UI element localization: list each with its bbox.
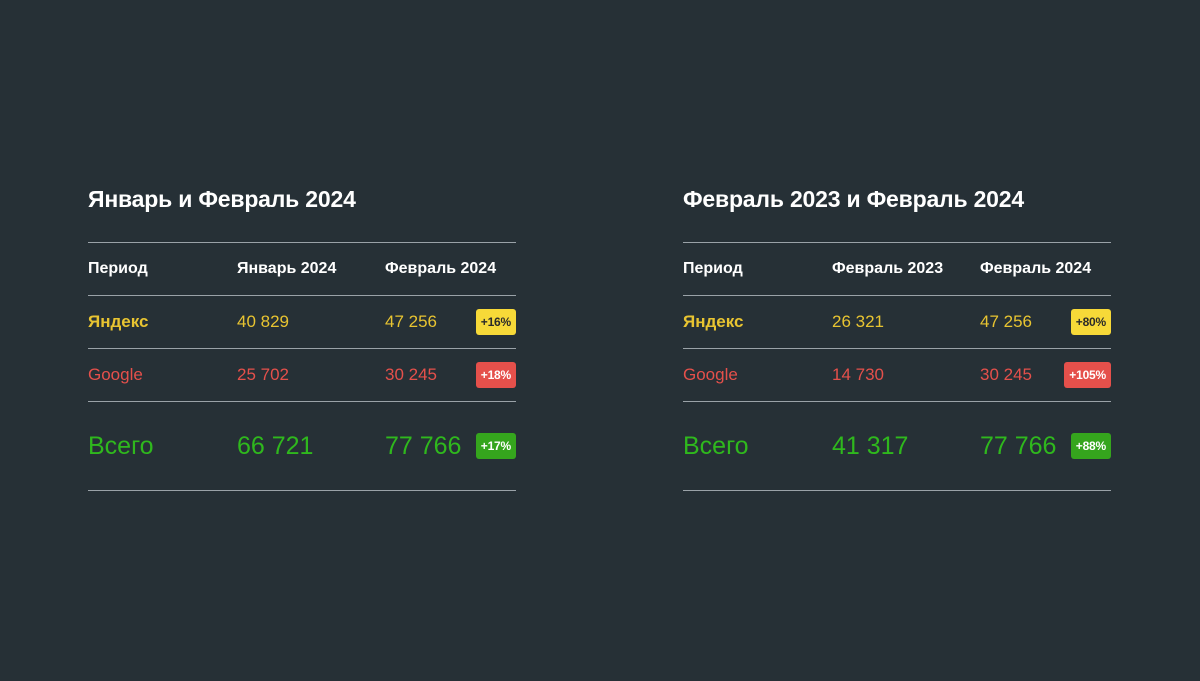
change-badge: +16% (475, 309, 516, 335)
table-header-row: Период Январь 2024 Февраль 2024 (88, 243, 516, 295)
divider (683, 401, 1111, 402)
column-header-first-period: Январь 2024 (237, 260, 337, 277)
divider (88, 490, 516, 491)
row-label: Яндекс (88, 312, 149, 331)
change-badge: +80% (1070, 309, 1111, 335)
row-label: Яндекс (683, 312, 744, 331)
first-period-value: 41 317 (832, 431, 909, 460)
divider (683, 490, 1111, 491)
change-badge: +105% (1064, 362, 1111, 388)
change-badge: +18% (475, 362, 516, 388)
comparison-table-feb-2023-feb-2024: Февраль 2023 и Февраль 2024 Период Февра… (683, 180, 1111, 491)
column-header-period: Период (683, 260, 743, 277)
second-period-value: 47 256 (980, 312, 1032, 331)
row-label: Всего (683, 431, 749, 460)
first-period-value: 26 321 (832, 312, 884, 331)
column-header-first-period: Февраль 2023 (832, 260, 944, 277)
divider (683, 295, 1111, 296)
table-row-google: Google 25 702 30 245 +18% (88, 349, 516, 401)
table-row-yandex: Яндекс 26 321 47 256 +80% (683, 296, 1111, 348)
row-label: Google (88, 365, 143, 384)
table-row-total: Всего 66 721 77 766 +17% (88, 402, 516, 490)
divider (683, 242, 1111, 243)
table-row-yandex: Яндекс 40 829 47 256 +16% (88, 296, 516, 348)
divider (88, 242, 516, 243)
column-header-period: Период (88, 260, 148, 277)
first-period-value: 14 730 (832, 365, 884, 384)
divider (88, 295, 516, 296)
table-title: Январь и Февраль 2024 (88, 186, 356, 212)
second-period-value: 77 766 (980, 431, 1057, 460)
table-header-row: Период Февраль 2023 Февраль 2024 (683, 243, 1111, 295)
change-badge: +88% (1070, 433, 1111, 459)
divider (88, 348, 516, 349)
first-period-value: 40 829 (237, 312, 289, 331)
column-header-second-period: Февраль 2024 (980, 260, 1092, 277)
divider (683, 348, 1111, 349)
change-badge: +17% (475, 433, 516, 459)
row-label: Google (683, 365, 738, 384)
second-period-value: 77 766 (385, 431, 462, 460)
comparison-table-jan-feb-2024: Январь и Февраль 2024 Период Январь 2024… (88, 180, 516, 491)
row-label: Всего (88, 431, 154, 460)
table-row-google: Google 14 730 30 245 +105% (683, 349, 1111, 401)
second-period-value: 47 256 (385, 312, 437, 331)
table-title: Февраль 2023 и Февраль 2024 (683, 186, 1024, 212)
second-period-value: 30 245 (385, 365, 437, 384)
divider (88, 401, 516, 402)
second-period-value: 30 245 (980, 365, 1032, 384)
first-period-value: 25 702 (237, 365, 289, 384)
first-period-value: 66 721 (237, 431, 314, 460)
column-header-second-period: Февраль 2024 (385, 260, 497, 277)
table-row-total: Всего 41 317 77 766 +88% (683, 402, 1111, 490)
